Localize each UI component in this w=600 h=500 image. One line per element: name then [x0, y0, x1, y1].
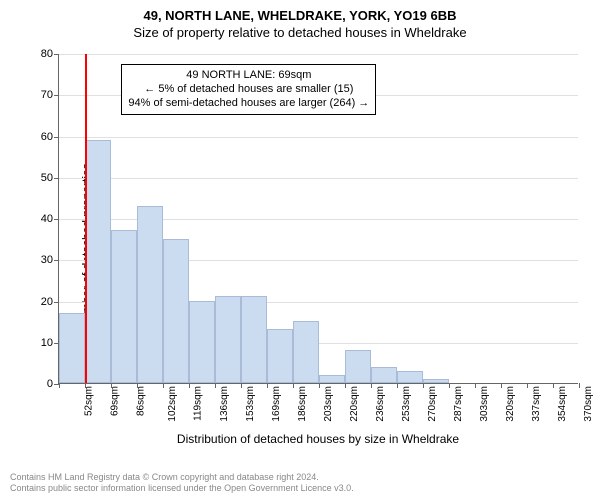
plot-area: 0102030405060708052sqm69sqm86sqm102sqm11…: [58, 54, 578, 384]
gridline: [59, 178, 578, 179]
xtick-label: 153sqm: [245, 386, 256, 422]
xtick-mark: [527, 383, 528, 388]
xtick-label: 119sqm: [192, 386, 203, 421]
annot-line2: ← 5% of detached houses are smaller (15): [128, 82, 369, 96]
xtick-mark: [59, 383, 60, 388]
xtick-mark: [189, 383, 190, 388]
xtick-mark: [293, 383, 294, 388]
annotation-box: 49 NORTH LANE: 69sqm ← 5% of detached ho…: [121, 64, 376, 115]
xtick-mark: [475, 383, 476, 388]
xtick-label: 270sqm: [427, 386, 438, 422]
ytick-label: 50: [41, 172, 59, 184]
histogram-bar: [397, 371, 423, 383]
xtick-label: 320sqm: [505, 386, 516, 422]
xtick-label: 370sqm: [583, 386, 594, 422]
xtick-label: 186sqm: [297, 386, 308, 422]
xtick-mark: [215, 383, 216, 388]
chart-container: Number of detached properties 0102030405…: [0, 46, 600, 446]
xtick-mark: [501, 383, 502, 388]
footer-attribution: Contains HM Land Registry data © Crown c…: [10, 472, 354, 495]
annot-line3: 94% of semi-detached houses are larger (…: [128, 96, 369, 110]
ytick-label: 0: [47, 378, 59, 390]
ytick-label: 20: [41, 296, 59, 308]
gridline: [59, 54, 578, 55]
histogram-bar: [59, 313, 85, 383]
xtick-label: 102sqm: [167, 386, 178, 422]
ytick-label: 30: [41, 254, 59, 266]
xtick-mark: [345, 383, 346, 388]
xtick-label: 253sqm: [401, 386, 412, 422]
x-axis-label: Distribution of detached houses by size …: [58, 432, 578, 446]
xtick-label: 52sqm: [84, 386, 95, 416]
histogram-bar: [371, 367, 397, 384]
gridline: [59, 137, 578, 138]
xtick-mark: [85, 383, 86, 388]
histogram-bar: [241, 296, 267, 383]
xtick-mark: [423, 383, 424, 388]
histogram-bar: [215, 296, 241, 383]
histogram-bar: [267, 329, 293, 383]
xtick-mark: [319, 383, 320, 388]
histogram-bar: [345, 350, 371, 383]
histogram-bar: [189, 301, 215, 384]
xtick-mark: [449, 383, 450, 388]
xtick-label: 220sqm: [349, 386, 360, 422]
histogram-bar: [85, 140, 111, 383]
ytick-label: 70: [41, 89, 59, 101]
footer-line1: Contains HM Land Registry data © Crown c…: [10, 472, 354, 483]
xtick-mark: [241, 383, 242, 388]
xtick-label: 69sqm: [110, 386, 121, 416]
xtick-label: 203sqm: [323, 386, 334, 422]
xtick-mark: [267, 383, 268, 388]
ytick-label: 10: [41, 337, 59, 349]
xtick-label: 136sqm: [219, 386, 230, 422]
histogram-bar: [163, 239, 189, 383]
footer-line2: Contains public sector information licen…: [10, 483, 354, 494]
histogram-bar: [111, 230, 137, 383]
annot-line1: 49 NORTH LANE: 69sqm: [128, 68, 369, 82]
xtick-mark: [579, 383, 580, 388]
page-title-desc: Size of property relative to detached ho…: [0, 23, 600, 46]
page-title-address: 49, NORTH LANE, WHELDRAKE, YORK, YO19 6B…: [0, 0, 600, 23]
ytick-label: 60: [41, 131, 59, 143]
histogram-bar: [423, 379, 449, 383]
xtick-label: 337sqm: [531, 386, 542, 422]
xtick-mark: [371, 383, 372, 388]
ytick-label: 40: [41, 213, 59, 225]
xtick-mark: [397, 383, 398, 388]
xtick-mark: [553, 383, 554, 388]
xtick-label: 86sqm: [136, 386, 147, 416]
xtick-label: 303sqm: [479, 386, 490, 422]
xtick-label: 236sqm: [375, 386, 386, 422]
xtick-mark: [163, 383, 164, 388]
histogram-bar: [319, 375, 345, 383]
histogram-bar: [137, 206, 163, 383]
xtick-mark: [111, 383, 112, 388]
xtick-label: 287sqm: [453, 386, 464, 422]
reference-marker-line: [85, 54, 87, 383]
xtick-label: 354sqm: [557, 386, 568, 422]
ytick-label: 80: [41, 48, 59, 60]
xtick-mark: [137, 383, 138, 388]
histogram-bar: [293, 321, 319, 383]
xtick-label: 169sqm: [271, 386, 282, 422]
